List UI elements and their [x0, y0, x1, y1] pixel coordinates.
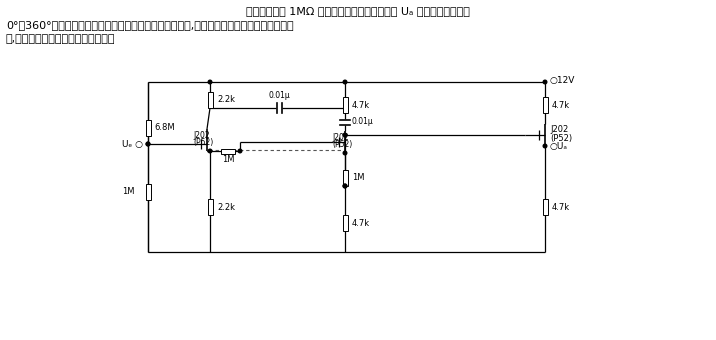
Text: Uₑ ○: Uₑ ○	[122, 139, 143, 149]
Text: J202: J202	[550, 125, 569, 135]
Bar	[208, 92, 213, 108]
Bar	[145, 184, 150, 200]
Bar	[342, 170, 347, 186]
Text: 0.01μ: 0.01μ	[352, 118, 374, 126]
Text: J202: J202	[332, 133, 349, 141]
Text: 0.01μ: 0.01μ	[268, 91, 290, 100]
Text: 2.2k: 2.2k	[217, 96, 235, 104]
Text: 2.2k: 2.2k	[217, 203, 235, 211]
Circle shape	[343, 133, 347, 137]
Text: ○12V: ○12V	[549, 76, 574, 85]
Bar	[208, 199, 213, 215]
Text: 1M: 1M	[122, 187, 135, 197]
Circle shape	[543, 144, 547, 148]
Text: 4.7k: 4.7k	[352, 219, 370, 227]
Text: J202: J202	[193, 131, 210, 139]
Circle shape	[146, 142, 150, 146]
Circle shape	[543, 80, 547, 84]
Text: (P52): (P52)	[332, 140, 352, 150]
Circle shape	[208, 149, 212, 153]
Circle shape	[146, 142, 150, 146]
Text: 1M: 1M	[222, 155, 234, 165]
Circle shape	[343, 80, 347, 84]
Bar	[342, 215, 347, 231]
Text: 6.8M: 6.8M	[154, 123, 175, 133]
Circle shape	[343, 184, 347, 188]
Text: 路,从而可满足级间阻抗匹配的要求。: 路,从而可满足级间阻抗匹配的要求。	[6, 34, 115, 44]
Bar	[543, 97, 548, 113]
Text: 0°～360°的相移。这里采用三级场效应晶体管放大器电路,第一级和最后一级为源极跟随器电: 0°～360°的相移。这里采用三级场效应晶体管放大器电路,第一级和最后一级为源极…	[6, 20, 294, 30]
Bar	[342, 97, 347, 113]
Text: (P52): (P52)	[550, 134, 572, 142]
Circle shape	[343, 151, 347, 155]
Text: (P52): (P52)	[193, 138, 213, 148]
Text: 4.7k: 4.7k	[552, 101, 570, 109]
Circle shape	[343, 184, 347, 188]
Circle shape	[208, 80, 212, 84]
Text: 4.7k: 4.7k	[552, 203, 570, 211]
Text: 1M: 1M	[352, 173, 364, 183]
Bar	[221, 149, 235, 153]
Text: 电路通过调节 1MΩ 双联电位器可以使输出信号 Uₐ 与输入信号之间有: 电路通过调节 1MΩ 双联电位器可以使输出信号 Uₐ 与输入信号之间有	[246, 6, 470, 16]
Text: 4.7k: 4.7k	[352, 101, 370, 109]
Bar	[145, 120, 150, 136]
Bar	[543, 199, 548, 215]
Circle shape	[238, 149, 242, 153]
Text: ○Uₐ: ○Uₐ	[549, 141, 567, 151]
